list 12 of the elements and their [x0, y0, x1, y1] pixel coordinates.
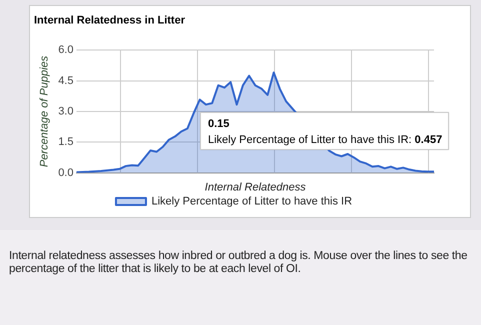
y-tick-label: 1.5 — [58, 136, 74, 148]
legend-label: Likely Percentage of Litter to have this IR — [151, 196, 352, 208]
annotation: Likely Percentage of Litter to have this IR: 0.457 — [208, 134, 442, 146]
y-tick-label: 3.0 — [58, 106, 74, 118]
y-tick-label: 0.0 — [58, 166, 74, 179]
chart-title: Internal Relatedness in Litter — [34, 14, 186, 27]
y-axis-title: Percentage of Puppies — [38, 55, 51, 168]
text: Internal relatedness assesses how inbred or outbred a dog is. Mouse over the lines to see the percentage of the litter that is likely to be at each level of OI. — [9, 250, 468, 276]
annotation: 0.15 — [208, 118, 230, 130]
y-tick-label: 4.5 — [58, 74, 74, 87]
y-tick-label: 6.0 — [58, 44, 74, 56]
x-axis-title: Internal Relatedness — [204, 181, 306, 194]
